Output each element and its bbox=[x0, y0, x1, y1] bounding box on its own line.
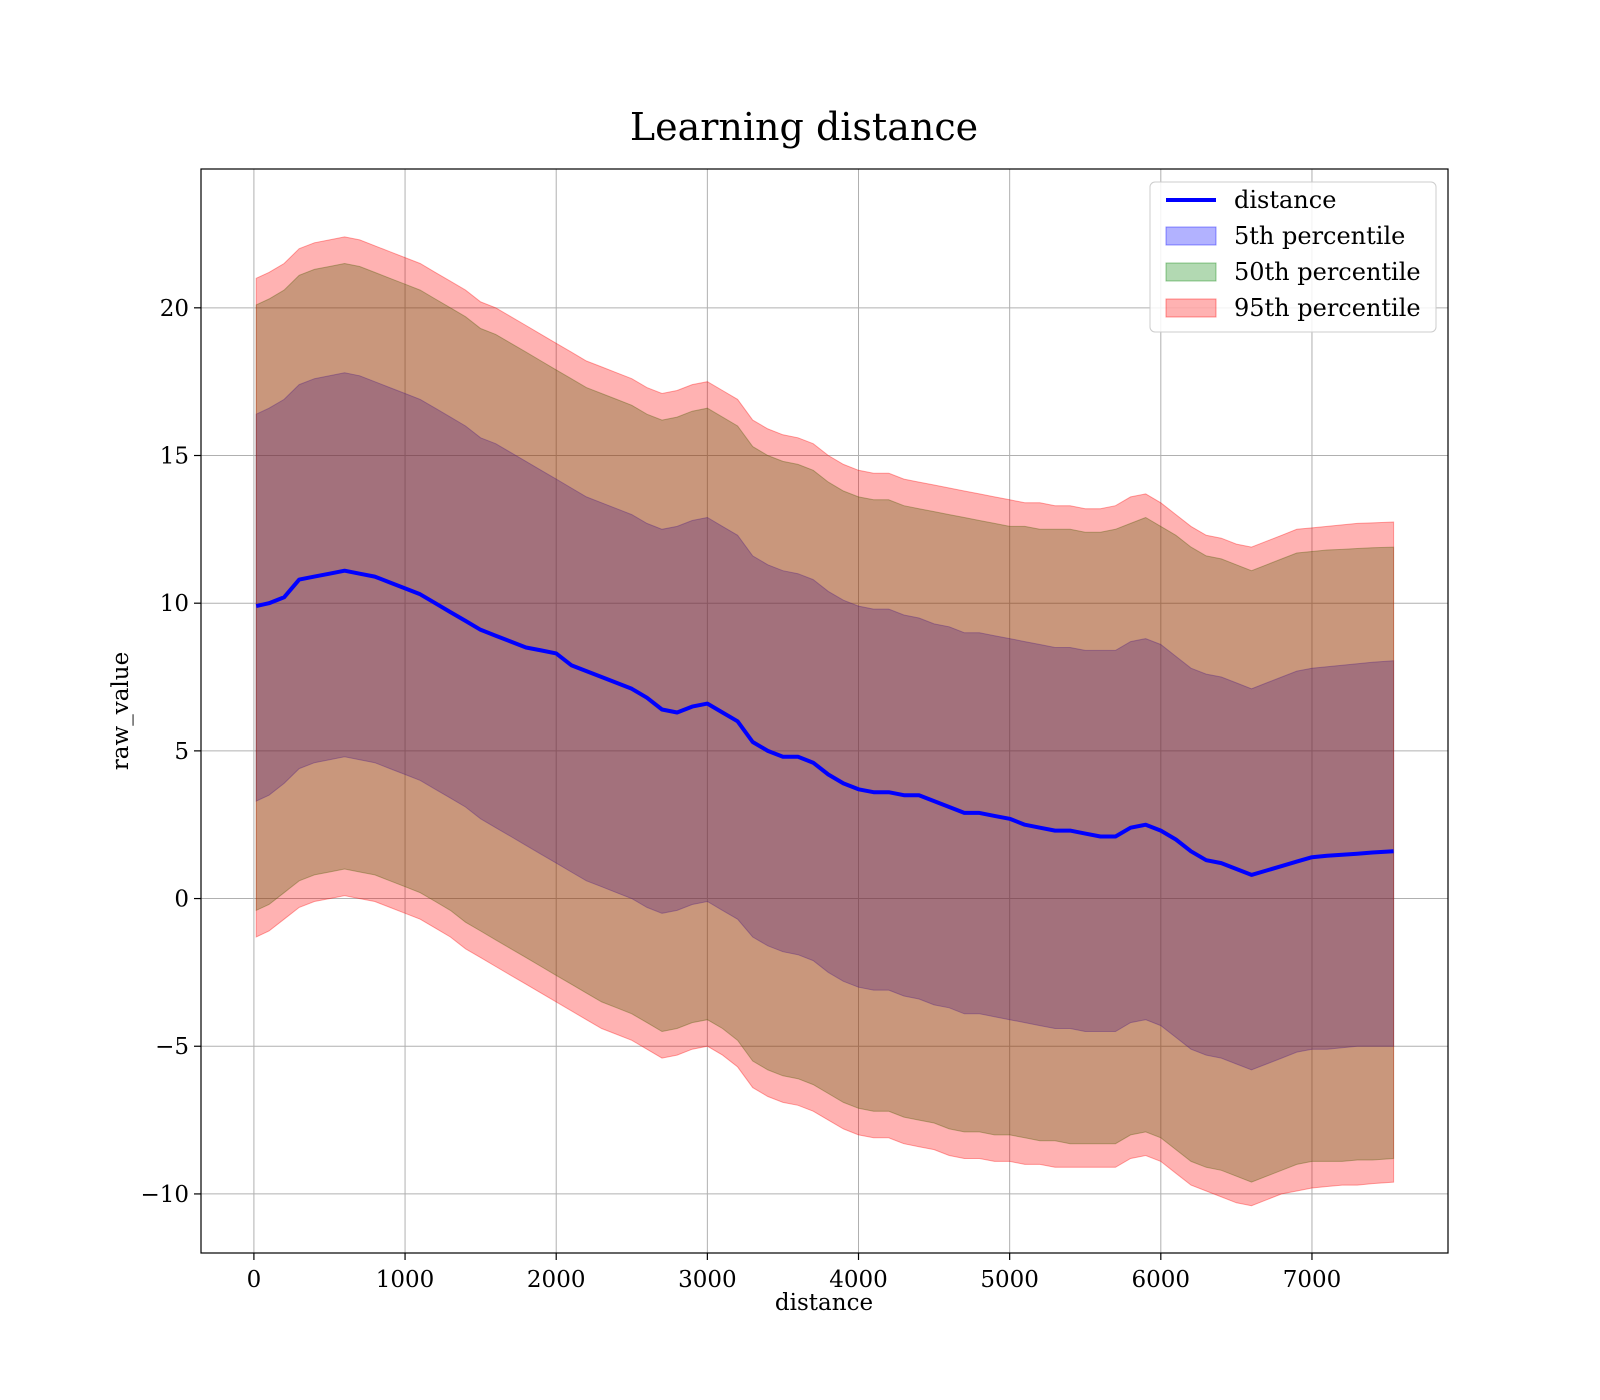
y-tick-label: 5 bbox=[174, 739, 189, 765]
band-95th-percentile bbox=[255, 236, 1395, 1207]
y-tick-label: −10 bbox=[140, 1182, 189, 1208]
y-tick-label: 15 bbox=[160, 444, 189, 470]
legend-label: 50th percentile bbox=[1234, 258, 1421, 286]
band-5th-percentile bbox=[255, 372, 1395, 1071]
legend-label: 5th percentile bbox=[1234, 222, 1405, 250]
chart-title: Learning distance bbox=[630, 105, 978, 149]
y-tick-label: 0 bbox=[174, 887, 189, 913]
x-tick-label: 5000 bbox=[980, 1267, 1039, 1293]
x-tick-label: 0 bbox=[247, 1267, 262, 1293]
x-tick-label: 3000 bbox=[678, 1267, 737, 1293]
y-tick-label: 20 bbox=[160, 296, 189, 322]
legend-swatch-band bbox=[1165, 262, 1217, 282]
plot-frame bbox=[200, 168, 1449, 1254]
y-tick-label: 10 bbox=[160, 591, 189, 617]
band-50th-percentile bbox=[255, 262, 1395, 1183]
y-axis-label: raw_value bbox=[108, 652, 134, 770]
legend-swatch-band bbox=[1165, 298, 1217, 318]
x-tick-label: 1000 bbox=[376, 1267, 435, 1293]
grid bbox=[201, 169, 1448, 1253]
x-axis-label: distance bbox=[775, 1290, 873, 1316]
x-tick-label: 4000 bbox=[829, 1267, 888, 1293]
y-axis-ticks: −10 −5 0 5 10 15 20 bbox=[140, 296, 201, 1208]
legend-box bbox=[1149, 181, 1437, 333]
percentile-bands bbox=[255, 236, 1395, 1207]
x-axis-ticks: 0 1000 2000 3000 4000 5000 6000 7000 bbox=[247, 1253, 1342, 1293]
y-tick-label: −5 bbox=[155, 1034, 189, 1060]
legend-label: distance bbox=[1234, 186, 1336, 214]
x-tick-label: 6000 bbox=[1132, 1267, 1191, 1293]
legend: distance 5th percentile 50th percentile 95t… bbox=[1149, 181, 1437, 333]
series-lines bbox=[255, 568, 1394, 877]
x-tick-label: 7000 bbox=[1283, 1267, 1342, 1293]
legend-swatch-band bbox=[1165, 226, 1217, 246]
x-tick-label: 2000 bbox=[527, 1267, 586, 1293]
legend-label: 95th percentile bbox=[1234, 294, 1421, 322]
line-distance bbox=[255, 568, 1394, 877]
